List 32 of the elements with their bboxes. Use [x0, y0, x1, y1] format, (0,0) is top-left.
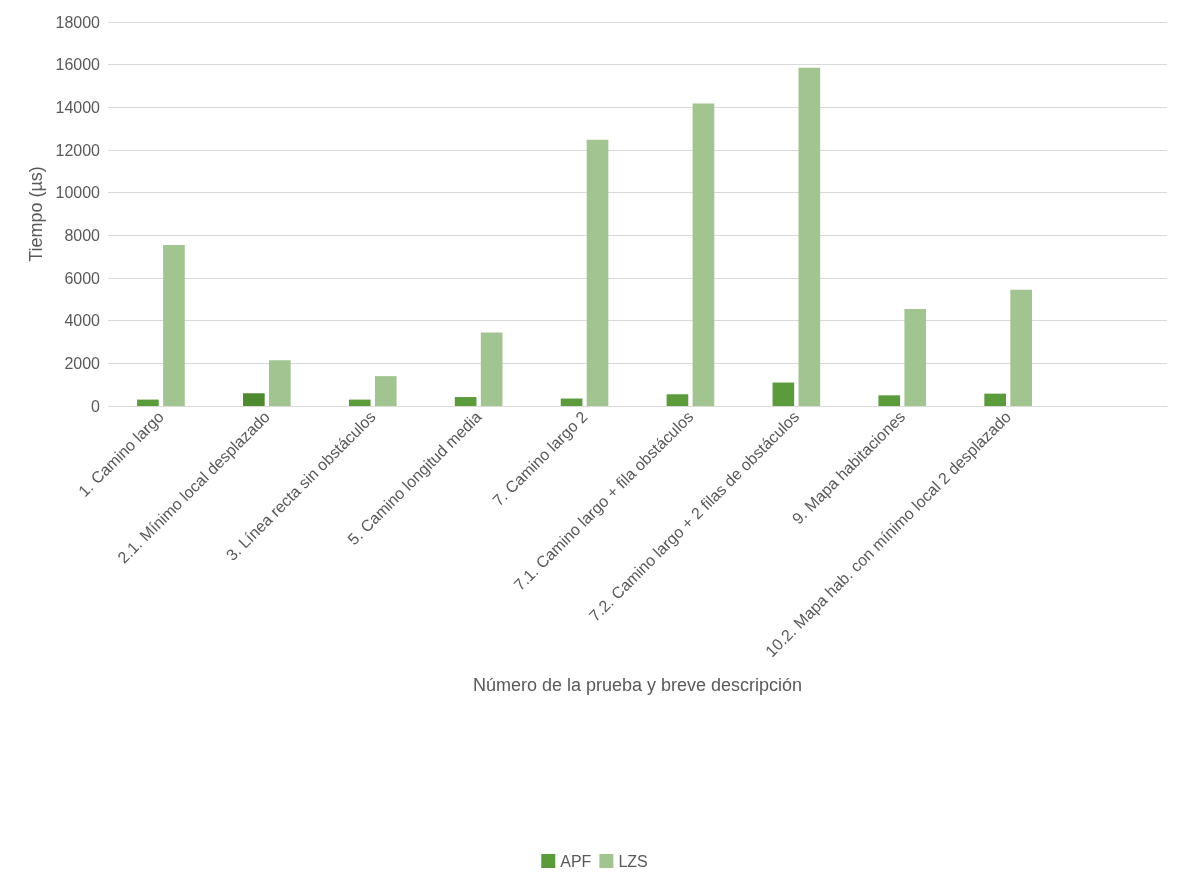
- y-tick-label: 12000: [55, 141, 101, 159]
- bar: [480, 332, 503, 406]
- x-axis-title: Número de la prueba y breve descripción: [472, 675, 803, 695]
- y-tick-label: 14000: [55, 98, 101, 116]
- bar: [454, 397, 477, 406]
- bar: [163, 244, 185, 406]
- bar: [878, 395, 901, 406]
- legend-label: APF: [560, 852, 592, 870]
- y-tick-label: 6000: [64, 269, 101, 287]
- y-tick-label: 2000: [64, 354, 101, 372]
- bar: [904, 308, 927, 406]
- bar: [666, 394, 689, 406]
- y-tick-label: 8000: [64, 226, 101, 244]
- bar: [137, 399, 159, 406]
- bar: [798, 67, 821, 406]
- y-tick-label: 4000: [64, 312, 101, 330]
- bar: [586, 139, 609, 406]
- bar: [1010, 289, 1032, 406]
- y-tick-label: 18000: [55, 13, 101, 31]
- y-tick-label: 10000: [55, 184, 101, 202]
- bar: [348, 399, 371, 406]
- legend-label: LZS: [618, 852, 648, 870]
- bar: [243, 393, 265, 406]
- y-axis-title: Tiempo (µs): [25, 166, 46, 262]
- y-tick-label: 0: [91, 397, 101, 415]
- bar: [984, 393, 1006, 406]
- bar: [269, 360, 291, 406]
- bar: [772, 382, 795, 406]
- bar: [692, 103, 715, 406]
- bar: [374, 376, 397, 406]
- bar: [560, 398, 583, 406]
- y-tick-label: 16000: [55, 56, 101, 74]
